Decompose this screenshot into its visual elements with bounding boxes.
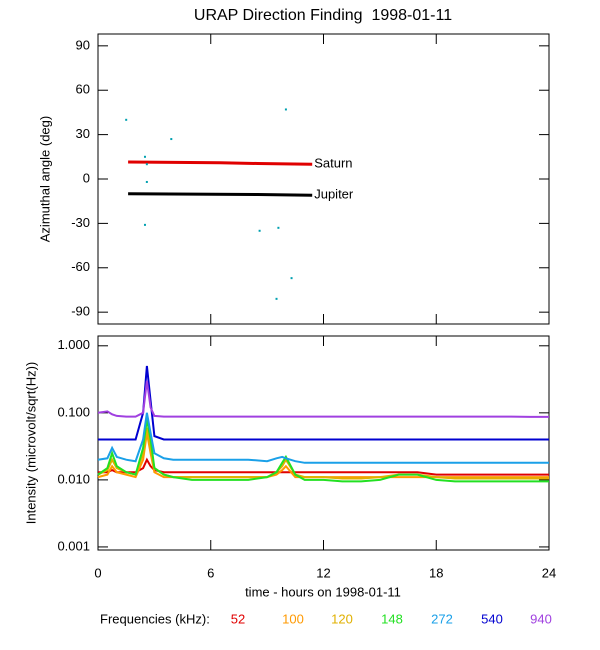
point: [275, 297, 278, 300]
y-axis-label: Azimuthal angle (deg): [37, 116, 52, 242]
legend-entry: 52: [231, 611, 245, 626]
point: [143, 223, 146, 226]
point: [145, 180, 148, 183]
reference-line: [128, 160, 313, 166]
reference-line: [128, 192, 313, 197]
point: [284, 108, 287, 111]
y-tick-label: 90: [76, 37, 90, 52]
y-tick-label: -30: [71, 215, 90, 230]
y-tick-label: 0.010: [57, 471, 90, 486]
top-panel-frame: [97, 33, 550, 325]
point: [277, 226, 280, 229]
y-tick-label: 0.100: [57, 404, 90, 419]
legend-entry: 540: [481, 611, 503, 626]
series-line: [97, 380, 549, 418]
x-tick-label: 0: [94, 565, 101, 580]
legend-entry: 120: [331, 611, 353, 626]
legend-entry: 100: [282, 611, 304, 626]
y-tick-label: -90: [71, 304, 90, 319]
legend-entry: 272: [431, 611, 453, 626]
point: [290, 277, 293, 280]
series-line: [98, 365, 549, 441]
x-axis-label: time - hours on 1998-01-11: [245, 584, 401, 599]
y-tick-label: -60: [71, 259, 90, 274]
legend-title: Frequencies (kHz):: [100, 611, 210, 626]
chart-title: URAP Direction Finding 1998-01-11: [194, 7, 452, 24]
y-tick-label: 0: [83, 170, 90, 185]
series-line: [97, 427, 549, 480]
x-tick-label: 18: [429, 565, 443, 580]
reference-label: Jupiter: [314, 187, 354, 202]
y-tick-label: 60: [76, 82, 90, 97]
bottom-panel-frame: [97, 335, 550, 551]
legend-entry: 940: [530, 611, 552, 626]
y-tick-label: 1.000: [57, 337, 90, 352]
x-tick-label: 24: [542, 565, 556, 580]
y-tick-label: 30: [76, 126, 90, 141]
legend-entry: 148: [381, 611, 403, 626]
series-line: [97, 419, 549, 483]
x-tick-label: 6: [207, 565, 214, 580]
point: [125, 118, 128, 121]
series-line: [97, 412, 549, 464]
y-axis-label: Intensity (microvolt/sqrt(Hz)): [23, 362, 38, 525]
reference-label: Saturn: [314, 156, 352, 171]
point: [170, 138, 173, 141]
point: [143, 155, 146, 158]
point: [145, 163, 148, 166]
y-tick-label: 0.001: [57, 538, 90, 553]
point: [258, 229, 261, 232]
x-tick-label: 12: [316, 565, 330, 580]
